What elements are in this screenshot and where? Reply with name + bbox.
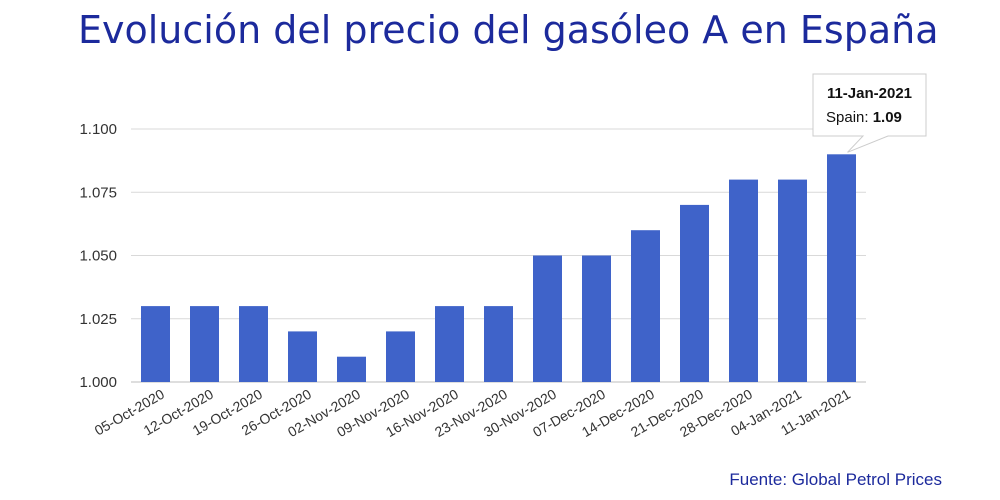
tooltip-box — [812, 73, 927, 153]
bar[interactable] — [337, 356, 366, 382]
chart-title: Evolución del precio del gasóleo A en Es… — [78, 8, 939, 52]
bar[interactable] — [582, 255, 611, 383]
bar[interactable] — [288, 331, 317, 382]
bar[interactable] — [239, 306, 268, 382]
bars — [141, 154, 856, 382]
bar[interactable] — [729, 179, 758, 382]
tooltip: 11-Jan-2021 Spain: 1.09 — [812, 73, 927, 153]
tooltip-series-label: Spain: — [826, 109, 873, 126]
bar[interactable] — [827, 154, 856, 382]
y-tick-label: 1.025 — [79, 311, 117, 328]
bar[interactable] — [435, 306, 464, 382]
y-tick-label: 1.000 — [79, 374, 117, 391]
bar[interactable] — [778, 179, 807, 382]
bar[interactable] — [533, 255, 562, 383]
bar[interactable] — [141, 306, 170, 382]
tooltip-value: 1.09 — [873, 109, 902, 126]
x-axis-labels: 05-Oct-202012-Oct-202019-Oct-202026-Oct-… — [92, 386, 854, 440]
source-caption: Fuente: Global Petrol Prices — [729, 470, 942, 489]
bar[interactable] — [190, 306, 219, 382]
y-tick-label: 1.100 — [79, 121, 117, 138]
bar[interactable] — [631, 230, 660, 382]
bar[interactable] — [680, 204, 709, 382]
tooltip-date: 11-Jan-2021 — [827, 85, 912, 102]
y-tick-label: 1.050 — [79, 248, 117, 265]
y-axis-ticks: 1.000 1.025 1.050 1.075 1.100 — [79, 121, 117, 391]
bar[interactable] — [484, 306, 513, 382]
tooltip-series-value: Spain: 1.09 — [826, 109, 902, 126]
y-tick-label: 1.075 — [79, 184, 117, 201]
bar[interactable] — [386, 331, 415, 382]
